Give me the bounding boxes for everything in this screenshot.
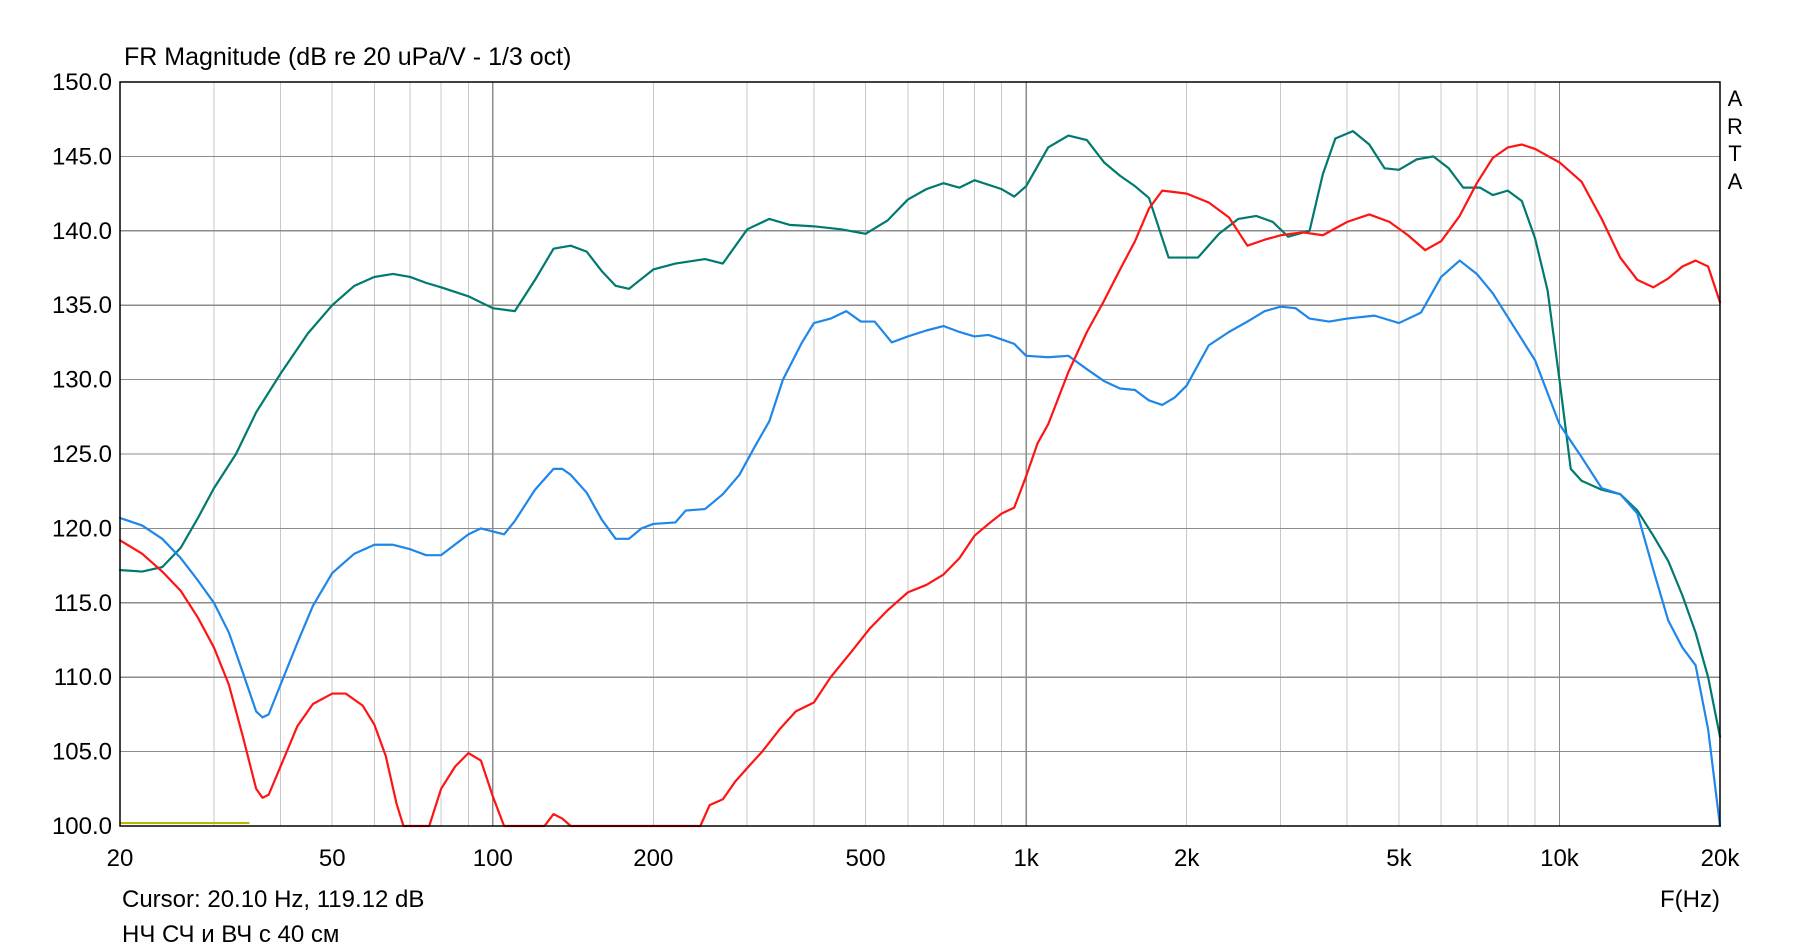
y-tick-label: 140.0 xyxy=(52,218,112,245)
y-tick-label: 105.0 xyxy=(52,739,112,766)
artta-logo-letter: T xyxy=(1728,141,1741,166)
x-tick-label: 20 xyxy=(107,845,134,872)
x-axis-label: F(Hz) xyxy=(1660,886,1720,913)
y-tick-label: 125.0 xyxy=(52,441,112,468)
y-tick-label: 100.0 xyxy=(52,813,112,840)
series-line xyxy=(118,143,1722,828)
x-tick-label: 1k xyxy=(1013,845,1039,872)
chart-title: FR Magnitude (dB re 20 uPa/V - 1/3 oct) xyxy=(124,43,571,71)
artta-logo-letter: R xyxy=(1727,114,1743,139)
artta-logo-letter: A xyxy=(1728,169,1743,194)
y-tick-label: 145.0 xyxy=(52,143,112,170)
y-tick-labels: 100.0 105.0 110.0 115.0 120.0 125.0 130.0 135.0… xyxy=(52,69,112,840)
x-tick-labels: 20 50 100 200 500 1k 2k 5k 10k 20k xyxy=(107,845,1741,872)
x-tick-label: 5k xyxy=(1386,845,1412,872)
y-tick-label: 150.0 xyxy=(52,69,112,96)
series-layer xyxy=(118,130,1722,828)
x-tick-label: 100 xyxy=(473,845,513,872)
x-tick-label: 20k xyxy=(1701,845,1741,872)
artta-logo: A R T A xyxy=(1727,86,1743,194)
grid-lines xyxy=(120,82,1720,826)
x-tick-label: 10k xyxy=(1540,845,1580,872)
x-tick-label: 2k xyxy=(1174,845,1200,872)
plot-frame xyxy=(119,81,1721,827)
x-tick-label: 500 xyxy=(846,845,886,872)
series-line xyxy=(118,259,1722,828)
y-tick-label: 130.0 xyxy=(52,367,112,394)
artta-logo-letter: A xyxy=(1728,86,1743,111)
y-tick-label: 135.0 xyxy=(52,292,112,319)
x-tick-label: 200 xyxy=(633,845,673,872)
measurement-note: НЧ СЧ и ВЧ с 40 см xyxy=(122,921,339,946)
x-tick-label: 50 xyxy=(319,845,346,872)
y-tick-label: 115.0 xyxy=(54,590,112,617)
series-line xyxy=(118,130,1722,738)
y-tick-label: 110.0 xyxy=(54,664,112,691)
y-tick-label: 120.0 xyxy=(52,515,112,542)
cursor-readout: Cursor: 20.10 Hz, 119.12 dB xyxy=(122,886,424,913)
